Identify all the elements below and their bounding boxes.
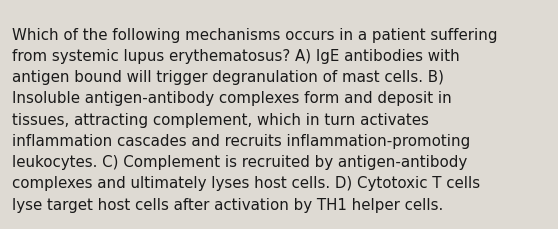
Text: Which of the following mechanisms occurs in a patient suffering
from systemic lu: Which of the following mechanisms occurs… xyxy=(12,27,498,212)
